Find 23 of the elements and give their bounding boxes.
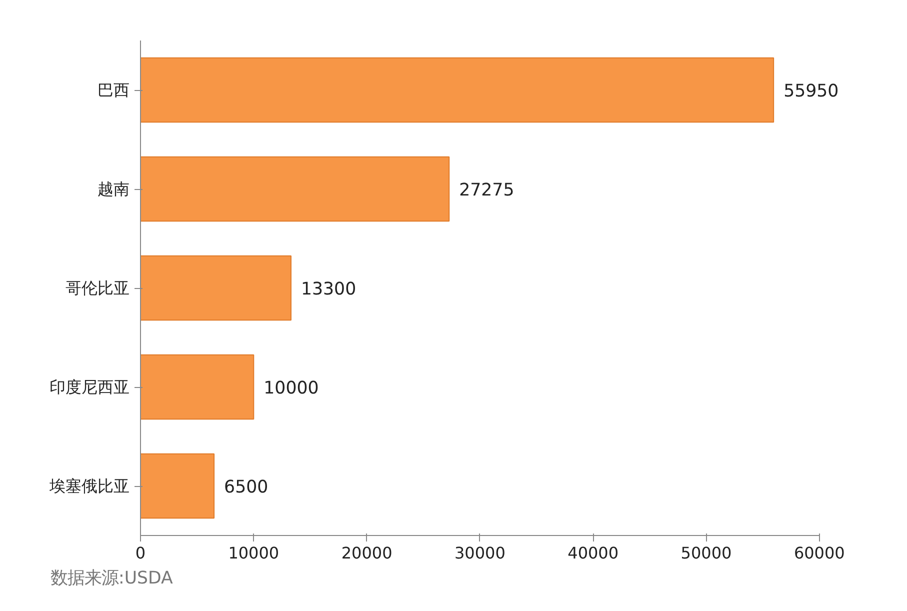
bar <box>140 156 450 222</box>
data-label: 55950 <box>784 82 839 102</box>
y-tick-label: 印度尼西亚 <box>50 378 130 396</box>
bar <box>140 57 774 123</box>
y-tick-label: 埃塞俄比亚 <box>48 476 130 496</box>
bar <box>140 255 292 321</box>
y-tick-label: 巴西 <box>98 80 130 100</box>
y-tick-label: 越南 <box>98 180 130 198</box>
bar <box>140 354 254 420</box>
data-label: 27275 <box>459 180 514 200</box>
x-tick-label: 50000 <box>680 544 732 562</box>
x-tick-label: 60000 <box>794 544 845 562</box>
y-tick-label: 哥伦比亚 <box>66 278 130 298</box>
x-tick-label: 20000 <box>341 544 392 562</box>
x-tick-label: 40000 <box>568 544 619 562</box>
x-tick-label: 10000 <box>228 544 280 562</box>
data-label: 10000 <box>264 378 319 398</box>
data-label: 6500 <box>224 478 268 498</box>
data-label: 13300 <box>300 280 356 300</box>
source-note: 数据来源:USDA <box>50 568 174 588</box>
bar <box>140 453 215 519</box>
x-tick-label: 30000 <box>454 544 506 562</box>
x-tick-label: 0 <box>135 544 146 562</box>
